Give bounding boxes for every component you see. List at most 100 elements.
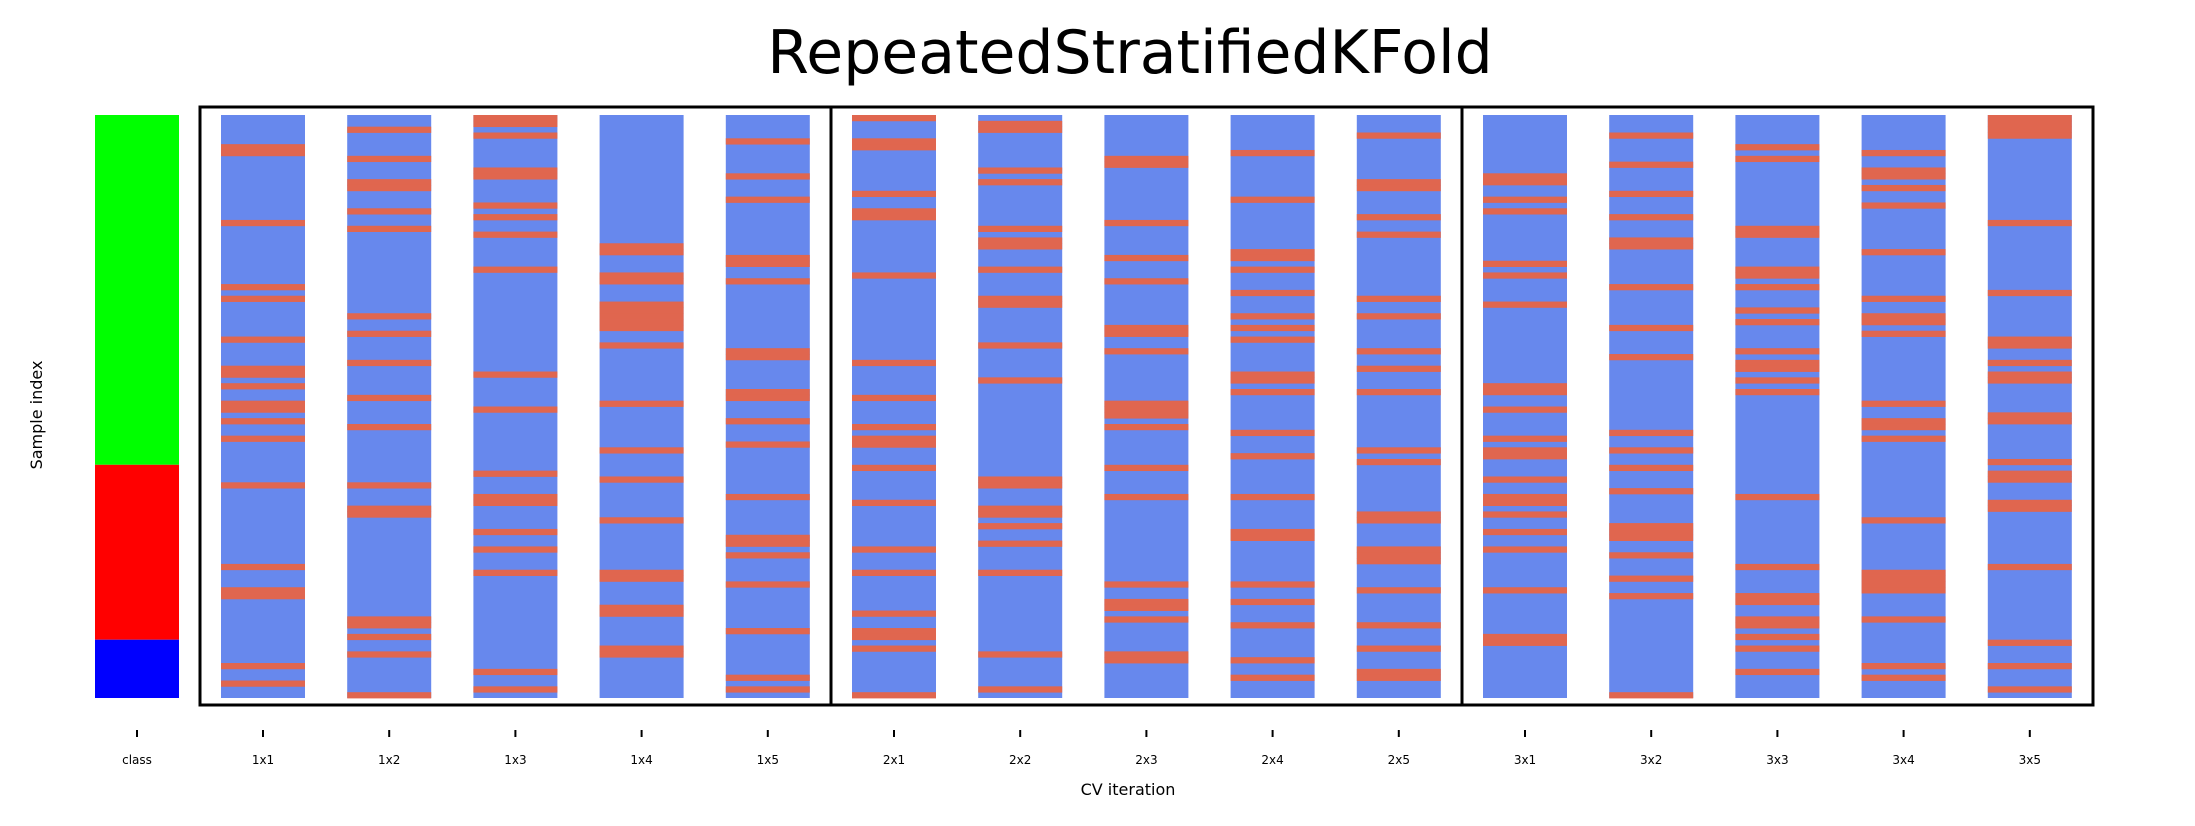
test-sample: [1861, 295, 1946, 302]
test-sample: [1735, 493, 1820, 501]
test-sample: [1483, 435, 1567, 442]
iteration-2x3: [1104, 115, 1189, 698]
test-sample: [347, 179, 432, 186]
test-sample: [1483, 447, 1567, 454]
iteration-3x3: [1735, 115, 1820, 698]
test-sample: [347, 330, 432, 337]
train-bar: [1356, 115, 1441, 698]
test-sample: [1230, 528, 1315, 536]
test-sample: [1987, 639, 2072, 646]
test-sample: [852, 499, 936, 507]
test-sample: [1861, 313, 1946, 320]
test-sample: [599, 575, 684, 582]
test-sample: [852, 441, 936, 448]
iteration-1x1: [221, 115, 305, 698]
test-sample: [473, 569, 558, 576]
test-sample: [1861, 202, 1946, 209]
test-sample: [221, 435, 305, 442]
test-sample: [1609, 190, 1694, 198]
test-sample: [473, 120, 558, 128]
test-sample: [599, 324, 684, 332]
test-sample: [1483, 301, 1567, 308]
test-sample: [978, 476, 1063, 483]
test-sample: [1861, 400, 1946, 407]
test-sample: [978, 225, 1063, 232]
test-sample: [1483, 587, 1567, 594]
test-sample: [1735, 563, 1820, 571]
x-tick-label: 2x3: [1135, 753, 1157, 767]
test-sample: [1987, 126, 2072, 133]
test-sample: [978, 523, 1063, 530]
test-sample: [978, 167, 1063, 174]
test-sample: [473, 132, 558, 139]
test-sample: [599, 651, 684, 658]
test-sample: [221, 418, 305, 425]
iteration-3x4: [1861, 115, 1946, 698]
train-bar: [725, 115, 810, 698]
test-sample: [221, 371, 305, 378]
iteration-1x3: [473, 115, 558, 698]
test-sample: [1861, 330, 1946, 337]
y-axis-label: Sample index: [27, 361, 46, 470]
test-sample: [1483, 272, 1567, 279]
test-sample: [1104, 348, 1189, 355]
test-sample: [1609, 214, 1694, 221]
test-sample: [221, 400, 305, 407]
test-sample: [1483, 389, 1567, 396]
test-sample: [599, 249, 684, 256]
repeat-frame-3: [1460, 105, 2095, 707]
x-tick-label: 2x4: [1261, 753, 1283, 767]
test-sample: [852, 272, 936, 279]
test-sample: [978, 686, 1063, 693]
x-tick-label: 2x2: [1009, 753, 1031, 767]
test-sample: [725, 493, 810, 501]
test-sample: [1609, 488, 1694, 495]
test-sample: [1609, 523, 1694, 530]
test-sample: [1483, 383, 1567, 390]
test-sample: [473, 371, 558, 378]
test-sample: [347, 126, 432, 133]
test-sample: [852, 144, 936, 151]
test-sample: [725, 260, 810, 267]
test-sample: [1104, 464, 1189, 472]
test-sample: [852, 423, 936, 431]
x-tick-label: 3x4: [1892, 753, 1914, 767]
test-sample: [1356, 295, 1441, 302]
x-tick-label: 1x4: [630, 753, 652, 767]
test-sample: [1735, 668, 1820, 676]
test-sample: [1735, 266, 1820, 273]
test-sample: [1104, 616, 1189, 623]
test-sample: [1609, 324, 1694, 332]
train-bar: [1609, 115, 1694, 698]
test-sample: [473, 668, 558, 676]
test-sample: [1104, 161, 1189, 168]
test-sample: [1735, 144, 1820, 151]
test-sample: [347, 482, 432, 489]
test-sample: [1483, 528, 1567, 536]
test-sample: [978, 482, 1063, 489]
test-sample: [1735, 319, 1820, 326]
test-sample: [1230, 534, 1315, 541]
test-sample: [725, 534, 810, 541]
test-sample: [221, 219, 305, 227]
test-sample: [1356, 132, 1441, 139]
test-sample: [1609, 132, 1694, 139]
test-sample: [599, 447, 684, 454]
test-sample: [1987, 418, 2072, 425]
test-sample: [221, 593, 305, 600]
test-sample: [347, 622, 432, 629]
test-sample: [1609, 354, 1694, 361]
test-sample: [1230, 324, 1315, 332]
test-sample: [978, 377, 1063, 384]
iteration-2x2: [978, 115, 1063, 698]
test-sample: [1861, 418, 1946, 425]
test-sample: [1104, 278, 1189, 285]
test-sample: [473, 686, 558, 693]
test-sample: [725, 348, 810, 355]
test-sample: [1104, 330, 1189, 337]
train-bar: [347, 115, 432, 698]
test-sample: [725, 138, 810, 145]
test-sample: [1861, 249, 1946, 256]
x-tick-label: 3x1: [1514, 753, 1536, 767]
test-sample: [347, 394, 432, 402]
